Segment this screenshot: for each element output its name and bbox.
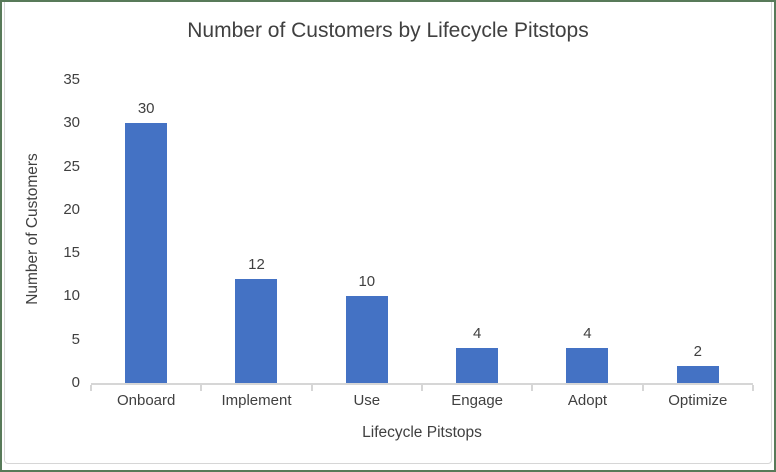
x-axis-title: Lifecycle Pitstops bbox=[362, 424, 482, 441]
bar-data-label: 12 bbox=[248, 256, 265, 274]
bar-adopt bbox=[566, 348, 609, 383]
bar-slot-adopt: 4 bbox=[532, 80, 642, 383]
y-axis-tick-label: 10 bbox=[63, 287, 80, 305]
x-axis-tick bbox=[641, 385, 644, 391]
y-axis-tick-label: 35 bbox=[63, 71, 80, 88]
y-axis-tick-label: 30 bbox=[63, 114, 80, 132]
y-axis-tick-label: 25 bbox=[63, 157, 80, 175]
category-label-onboard: Onboard bbox=[116, 392, 176, 409]
bar-slot-optimize: 2 bbox=[643, 80, 753, 383]
bar-data-label: 10 bbox=[358, 273, 376, 291]
x-axis-tick bbox=[90, 385, 92, 391]
category-label-implement: Implement bbox=[221, 392, 292, 409]
bar-slot-implement: 12 bbox=[201, 80, 311, 383]
bar-slot-onboard: 30 bbox=[91, 80, 201, 383]
category-label-use: Use bbox=[353, 392, 381, 409]
y-axis-tick-labels: 0 5 10 15 20 25 30 35 bbox=[2, 71, 80, 391]
plot-area: 30 12 10 4 4 2 bbox=[90, 80, 754, 391]
bar-engage bbox=[456, 348, 499, 383]
bar-use bbox=[345, 296, 388, 383]
x-axis-tick bbox=[421, 385, 423, 391]
y-axis-tick-label: 0 bbox=[71, 374, 80, 391]
bar-implement bbox=[235, 279, 278, 383]
x-axis-tick bbox=[310, 385, 313, 391]
bar-optimize bbox=[676, 365, 719, 383]
x-axis-category-labels: Onboard Implement Use Engage Adopt Optimize bbox=[91, 392, 753, 410]
y-axis-tick-label: 5 bbox=[71, 330, 80, 348]
category-label-adopt: Adopt bbox=[567, 392, 608, 409]
bar-slot-engage: 4 bbox=[422, 80, 532, 383]
chart-title: Number of Customers by Lifecycle Pitstop… bbox=[187, 19, 589, 42]
x-axis-tick bbox=[752, 385, 754, 391]
category-label-optimize: Optimize bbox=[668, 392, 728, 409]
category-label-engage: Engage bbox=[451, 392, 503, 409]
x-axis-tick bbox=[200, 385, 203, 391]
bar-data-label: 2 bbox=[693, 342, 702, 360]
bar-data-label: 4 bbox=[583, 325, 592, 343]
bar-onboard bbox=[125, 123, 168, 383]
y-axis-tick-label: 20 bbox=[63, 200, 80, 218]
x-axis-tick bbox=[531, 385, 534, 391]
y-axis-tick-label: 15 bbox=[63, 244, 80, 262]
bar-data-label: 30 bbox=[137, 100, 155, 118]
x-axis-tick-marks bbox=[90, 383, 754, 391]
bar-data-label: 4 bbox=[472, 325, 482, 343]
bar-slot-use: 10 bbox=[312, 80, 422, 383]
